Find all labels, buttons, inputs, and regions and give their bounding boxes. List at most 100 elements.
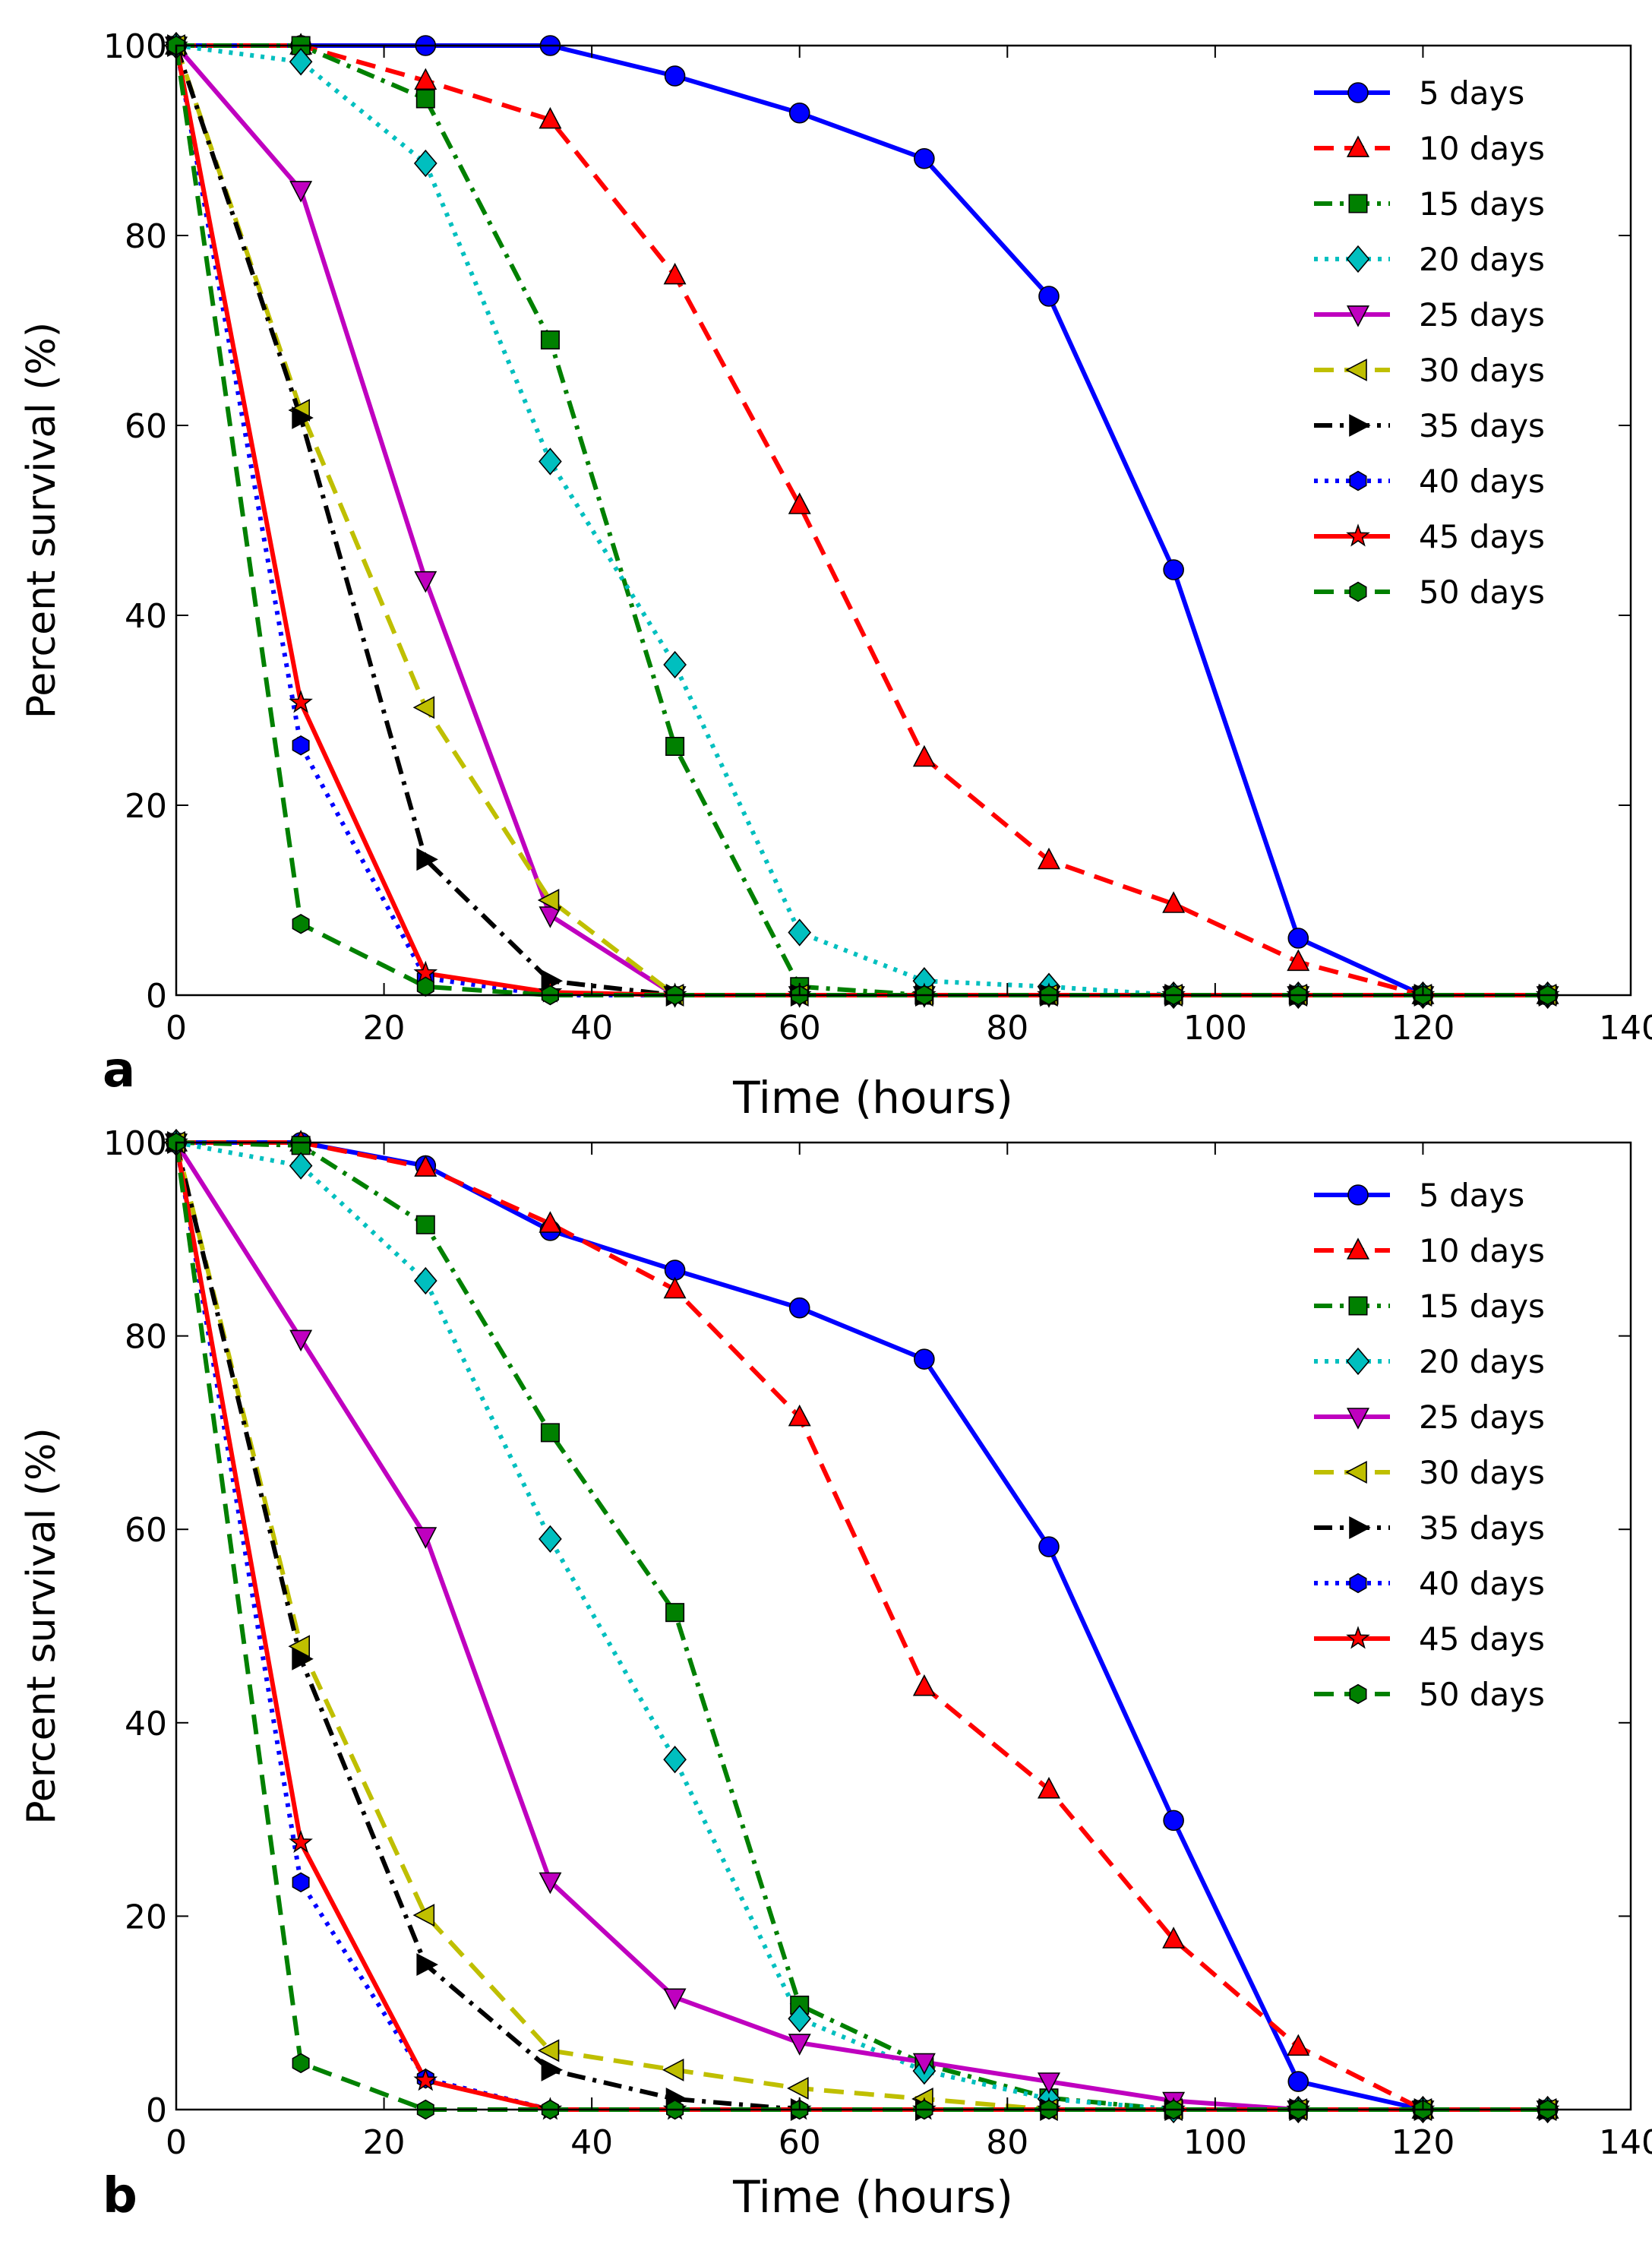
x-axis-label: Time (hours) xyxy=(732,1072,1013,1124)
data-point-10-days xyxy=(539,106,562,129)
panel-label: b xyxy=(103,2168,137,2224)
y-tick-label: 20 xyxy=(125,1898,167,1936)
plot-area xyxy=(176,46,1631,995)
data-point-50-days xyxy=(292,2053,310,2074)
y-tick-label: 20 xyxy=(125,787,167,826)
legend-label-30-days: 30 days xyxy=(1419,352,1545,389)
y-axis-label: Percent survival (%) xyxy=(19,1427,65,1824)
data-point-25-days xyxy=(289,181,313,203)
legend-marker-5-days xyxy=(1347,1184,1369,1206)
data-point-25-days xyxy=(414,571,437,593)
legend-label-15-days: 15 days xyxy=(1419,1288,1545,1325)
data-point-45-days xyxy=(413,2068,438,2091)
data-point-20-days xyxy=(663,1746,687,1774)
series-line-20-days xyxy=(175,1140,1548,2112)
legend-label-20-days: 20 days xyxy=(1419,1343,1545,1380)
legend-label-10-days: 10 days xyxy=(1419,130,1545,167)
data-point-40-days xyxy=(292,1872,310,1893)
data-point-5-days xyxy=(914,147,935,169)
data-point-15-days xyxy=(415,89,435,109)
data-point-35-days xyxy=(416,848,438,871)
legend-marker-30-days xyxy=(1345,1460,1367,1484)
data-point-20-days xyxy=(539,447,562,476)
data-point-15-days xyxy=(540,1423,560,1443)
y-tick-label: 40 xyxy=(125,1705,167,1743)
legend-label-40-days: 40 days xyxy=(1419,1565,1545,1602)
legend-marker-15-days xyxy=(1348,1296,1368,1316)
data-point-5-days xyxy=(914,1348,935,1370)
data-point-10-days xyxy=(912,744,936,767)
data-point-30-days xyxy=(412,1904,435,1927)
data-point-10-days xyxy=(1287,949,1310,972)
axes-frame xyxy=(175,44,1632,997)
legend-label-25-days: 25 days xyxy=(1419,1399,1545,1436)
series-line-10-days xyxy=(176,1140,1548,2112)
data-point-10-days xyxy=(1162,1927,1186,1949)
y-tick-label: 0 xyxy=(146,977,167,1016)
legend-label-5-days: 5 days xyxy=(1419,1177,1524,1214)
data-point-10-days xyxy=(539,1211,562,1233)
data-point-20-days xyxy=(788,2005,812,2033)
x-tick-label: 120 xyxy=(1391,1009,1455,1048)
x-tick-label: 0 xyxy=(166,1009,187,1048)
legend-marker-10-days xyxy=(1346,135,1370,157)
data-point-25-days xyxy=(414,1527,437,1549)
data-point-10-days xyxy=(663,262,687,285)
legend-marker-10-days xyxy=(1346,1237,1370,1260)
data-point-50-days xyxy=(416,976,434,997)
x-axis-label: Time (hours) xyxy=(732,2171,1013,2223)
data-point-30-days xyxy=(787,2076,809,2100)
x-tick-label: 0 xyxy=(166,2123,187,2162)
data-point-5-days xyxy=(788,1297,810,1319)
legend-marker-35-days xyxy=(1349,1516,1371,1540)
y-tick-label: 80 xyxy=(125,217,167,256)
data-point-10-days xyxy=(414,68,437,90)
data-point-40-days xyxy=(292,735,310,756)
x-tick-label: 40 xyxy=(570,1009,613,1048)
data-point-30-days xyxy=(537,2039,560,2062)
data-point-25-days xyxy=(788,2034,811,2056)
legend-label-15-days: 15 days xyxy=(1419,185,1545,223)
legend-label-20-days: 20 days xyxy=(1419,241,1545,278)
legend-marker-20-days xyxy=(1346,245,1370,273)
x-tick-label: 120 xyxy=(1391,2123,1455,2162)
legend-marker-15-days xyxy=(1348,194,1368,213)
data-point-20-days xyxy=(788,918,812,947)
x-tick-label: 20 xyxy=(363,2123,406,2162)
axes-frame xyxy=(175,1141,1632,2111)
legend: 5 days 10 days 15 days 20 days 25 days 30 day… xyxy=(1314,74,1545,611)
data-point-10-days xyxy=(414,1155,437,1177)
data-point-35-days xyxy=(416,1953,438,1977)
legend-label-50-days: 50 days xyxy=(1419,1676,1545,1713)
data-point-5-days xyxy=(1038,286,1060,307)
data-point-20-days xyxy=(289,1152,313,1180)
legend-label-5-days: 5 days xyxy=(1419,74,1524,112)
x-tick-label: 140 xyxy=(1599,2123,1652,2162)
legend-marker-45-days xyxy=(1346,523,1370,547)
data-point-20-days xyxy=(289,48,313,76)
data-point-25-days xyxy=(912,2053,936,2075)
data-point-35-days xyxy=(292,1647,314,1670)
y-tick-label: 100 xyxy=(103,27,167,66)
data-point-30-days xyxy=(537,888,560,912)
legend-label-25-days: 25 days xyxy=(1419,296,1545,333)
legend-marker-50-days xyxy=(1349,581,1367,602)
data-point-10-days xyxy=(1162,891,1186,913)
legend-marker-20-days xyxy=(1346,1347,1370,1376)
legend-marker-25-days xyxy=(1346,305,1370,327)
y-tick-label: 100 xyxy=(103,1124,167,1163)
data-point-25-days xyxy=(663,1988,687,2011)
data-point-20-days xyxy=(413,149,437,178)
legend: 5 days 10 days 15 days 20 days 25 days 30 day… xyxy=(1314,1177,1545,1713)
chart-panel-b: 0 20 40 60 80 100 120 140 0 20 40 60 80 100 Time (hour… xyxy=(19,1124,1652,2224)
legend-label-50-days: 50 days xyxy=(1419,574,1545,611)
data-point-10-days xyxy=(1037,847,1061,870)
data-point-15-days xyxy=(415,1215,435,1234)
data-point-5-days xyxy=(1163,1810,1184,1832)
y-tick-label: 0 xyxy=(146,2091,167,2130)
data-point-35-days xyxy=(292,406,314,429)
x-tick-label: 20 xyxy=(363,1009,406,1048)
x-tick-label: 100 xyxy=(1183,2123,1247,2162)
data-point-15-days xyxy=(291,1136,311,1155)
